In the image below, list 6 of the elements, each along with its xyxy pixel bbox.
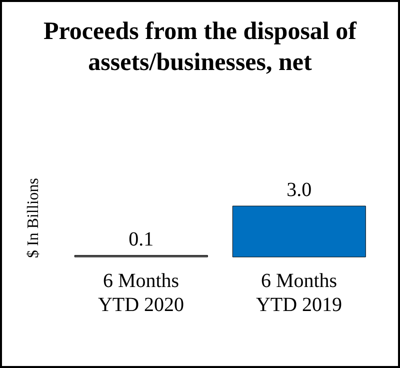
data-label: 0.1 (128, 228, 154, 250)
y-axis-title: $ In Billions (25, 178, 43, 258)
x-tick-label: 6 Months YTD 2019 (256, 270, 342, 316)
data-label: 3.0 (286, 179, 312, 201)
chart-title: Proceeds from the disposal of assets/businesses, net (42, 17, 358, 78)
x-tick-label: 6 Months YTD 2020 (98, 270, 184, 316)
